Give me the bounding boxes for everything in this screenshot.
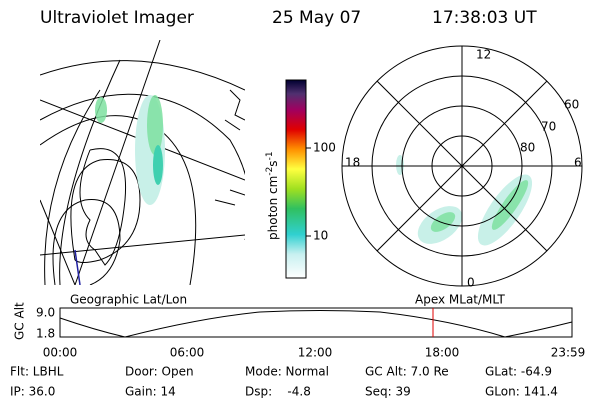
info-field: Door: Open: [125, 365, 194, 379]
time-label: 12:00: [298, 346, 333, 360]
label-part: photon cm: [266, 176, 280, 240]
lat-label: 60: [564, 98, 579, 112]
colorbar: 100 10 photon cm-2s-1: [265, 79, 336, 279]
info-field: Dsp: -4.8: [245, 385, 311, 399]
info-field: Mode: Normal: [245, 365, 329, 379]
y-tick-label: 9.0: [36, 306, 55, 320]
info-field: Flt: LBHL: [10, 365, 64, 379]
info-field: GC Alt: 7.0 Re: [365, 365, 449, 379]
label-part: -2: [265, 167, 275, 176]
date: 25 May 07: [272, 8, 361, 28]
colorbar-label: photon cm-2s-1: [265, 151, 280, 240]
time: 17:38:03 UT: [432, 8, 537, 28]
header: Ultraviolet Imager 25 May 07 17:38:03 UT: [40, 8, 537, 28]
lat-label: 70: [541, 120, 556, 134]
label-part: -1: [265, 151, 275, 160]
mlt-label: 18: [345, 156, 360, 170]
colorbar-tick: 10: [313, 229, 328, 243]
info-field: GLon: 141.4: [485, 385, 558, 399]
right-label: Apex MLat/MLT: [415, 293, 505, 307]
mlt-label: 0: [467, 276, 475, 290]
colorbar-tick: 100: [313, 141, 336, 155]
polar-plot: 12 18 6 0 60 70 80: [341, 45, 583, 290]
info-field: Seq: 39: [365, 385, 411, 399]
y-tick-label: 1.8: [36, 327, 55, 341]
time-label: 23:59: [551, 346, 586, 360]
info-panel: Flt: LBHL Door: Open Mode: Normal GC Alt: 7…: [10, 365, 558, 399]
axis-label: GC Alt: [13, 302, 27, 340]
time-label: 06:00: [170, 346, 205, 360]
geographic-map: [40, 40, 245, 285]
altitude-plot: Geographic Lat/Lon Apex MLat/MLT GC Alt …: [13, 293, 586, 360]
time-label: 18:00: [425, 346, 460, 360]
time-label: 00:00: [43, 346, 78, 360]
info-field: GLat: -64.9: [485, 365, 552, 379]
lat-label: 80: [520, 141, 535, 155]
left-label: Geographic Lat/Lon: [70, 293, 187, 307]
info-field: Gain: 14: [125, 385, 176, 399]
mlt-label: 12: [476, 48, 491, 62]
title: Ultraviolet Imager: [40, 8, 194, 28]
info-field: IP: 36.0: [10, 385, 55, 399]
mlt-label: 6: [574, 156, 582, 170]
label-part: s: [266, 160, 280, 166]
